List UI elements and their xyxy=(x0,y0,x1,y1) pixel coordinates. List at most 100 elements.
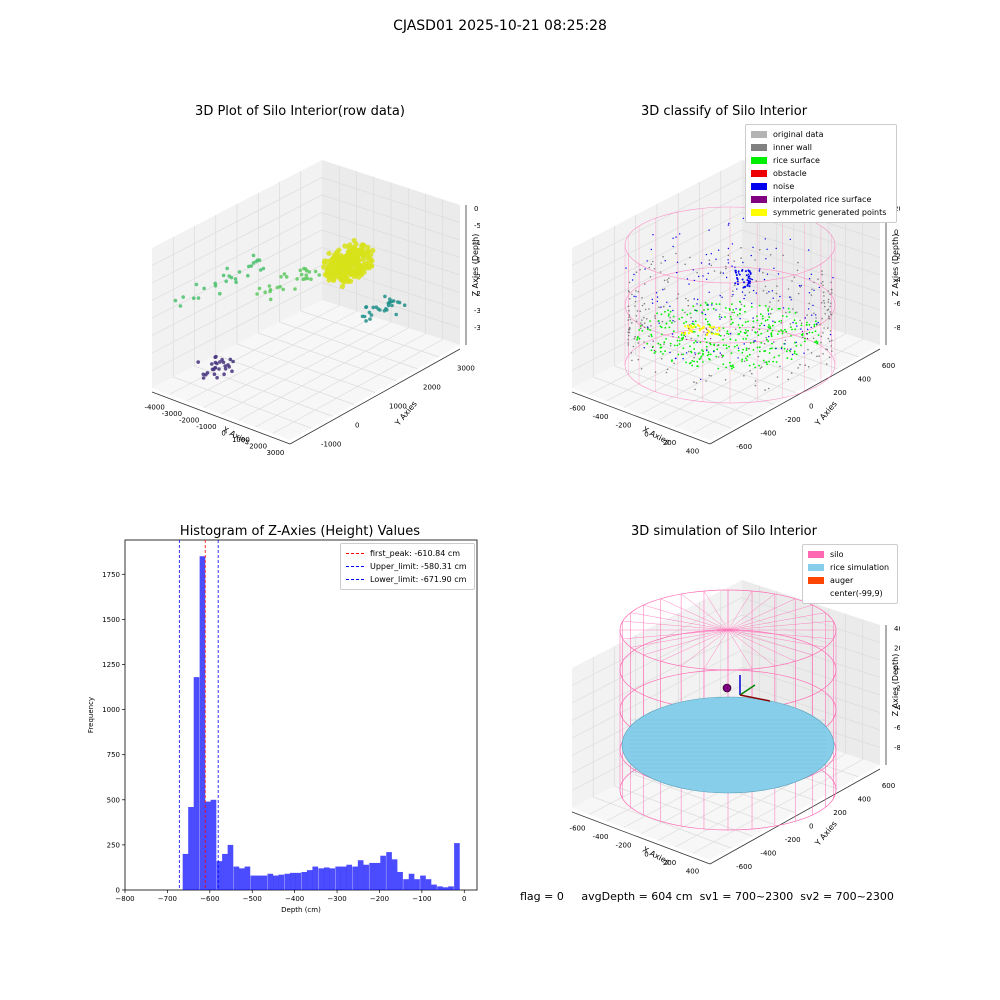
z-tick-label: -400 xyxy=(894,276,900,284)
histogram-bar xyxy=(386,852,392,890)
noise-point xyxy=(633,295,635,297)
scatter-point xyxy=(301,277,305,281)
noise-point xyxy=(736,278,739,281)
rice-surface-point xyxy=(752,349,755,351)
symmetric-point xyxy=(698,325,701,328)
noise-point xyxy=(695,309,697,312)
noise-point xyxy=(682,358,684,360)
legend-swatch xyxy=(751,131,767,138)
rice-surface-point xyxy=(722,338,724,341)
grid-line xyxy=(151,177,461,266)
scatter-point xyxy=(247,264,251,269)
legend-entry: symmetric generated points xyxy=(751,206,891,219)
rice-surface-point xyxy=(638,329,641,331)
rice-surface-point xyxy=(758,346,761,349)
histogram-bar xyxy=(188,807,194,890)
symmetric-point xyxy=(681,331,684,335)
inner-wall-point xyxy=(806,314,808,316)
scatter-point xyxy=(268,289,272,294)
scatter-point xyxy=(212,372,217,376)
histogram-bar xyxy=(239,868,245,890)
inner-wall-point xyxy=(769,301,771,303)
interpolated-point xyxy=(784,339,786,341)
noise-point xyxy=(651,298,653,301)
rice-surface-point xyxy=(811,331,814,334)
rice-surface-point xyxy=(786,357,789,359)
interpolated-point xyxy=(757,331,759,333)
inner-wall-point xyxy=(635,315,638,317)
inner-wall-point xyxy=(811,288,813,291)
panel1-title: 3D Plot of Silo Interior(row data) xyxy=(195,104,405,119)
scatter-point xyxy=(360,257,366,263)
inner-wall-point xyxy=(802,336,804,338)
noise-point xyxy=(633,273,635,276)
rice-surface-point xyxy=(739,300,741,303)
inner-wall-point xyxy=(818,355,820,357)
rice-surface-point xyxy=(716,348,719,351)
scatter-point xyxy=(370,247,376,254)
inner-wall-point xyxy=(654,315,656,317)
noise-point xyxy=(700,378,702,381)
plot-area xyxy=(124,539,478,891)
z-tick-label: 0 xyxy=(894,229,898,237)
rice-surface-point xyxy=(705,345,708,348)
rice-surface-point xyxy=(752,341,755,344)
rice-surface-point xyxy=(649,329,651,331)
rice-surface-point xyxy=(758,328,761,331)
panel2-title: 3D classify of Silo Interior xyxy=(640,104,808,119)
rice-surface-point xyxy=(795,345,798,347)
z-tick-label: 200 xyxy=(894,645,900,653)
scatter-point xyxy=(295,277,299,281)
rice-surface-point xyxy=(741,360,743,363)
rice-surface-point xyxy=(771,308,773,311)
scatter-point xyxy=(258,268,263,272)
rice-surface-point xyxy=(729,361,731,364)
rice-surface-point xyxy=(692,305,695,307)
inner-wall-point xyxy=(768,306,771,308)
inner-wall-point xyxy=(660,358,663,360)
y-tick-label: -200 xyxy=(785,416,801,424)
histogram-bar xyxy=(437,886,443,890)
scatter-point xyxy=(257,286,262,291)
inner-wall-point xyxy=(799,363,801,366)
x-tick-label: −300 xyxy=(327,895,346,903)
legend-entry: interpolated rice surface xyxy=(751,193,891,206)
silo-roof-strut xyxy=(681,629,729,667)
noise-point xyxy=(676,261,679,263)
noise-point xyxy=(635,296,637,298)
rice-surface-point xyxy=(685,320,688,323)
noise-point xyxy=(741,291,744,293)
rice-surface-point xyxy=(758,364,760,367)
inner-wall-point xyxy=(635,320,638,323)
noise-point xyxy=(780,347,783,350)
inner-wall-point xyxy=(733,284,736,286)
scatter-point xyxy=(339,283,345,290)
noise-point xyxy=(808,278,811,280)
rice-surface-point xyxy=(790,335,792,337)
rice-surface-point xyxy=(745,338,747,340)
noise-point xyxy=(829,333,832,336)
x-tick-label: −200 xyxy=(370,895,389,903)
y-tick-label: 0 xyxy=(116,887,120,895)
rice-surface-point xyxy=(730,323,732,326)
scatter-point xyxy=(347,242,353,248)
legend-swatch xyxy=(808,577,824,584)
histogram-bar xyxy=(431,884,437,890)
inner-wall-point xyxy=(708,374,711,377)
interpolated-point xyxy=(720,354,723,356)
scatter-point xyxy=(353,241,359,247)
rice-surface-point xyxy=(641,329,644,332)
rice-surface-point xyxy=(664,310,666,313)
inner-wall-point xyxy=(629,318,632,321)
rice-surface-point xyxy=(706,320,709,323)
rice-surface-point xyxy=(769,347,772,350)
rice-surface-point xyxy=(748,353,751,356)
rice-surface-point xyxy=(806,321,808,324)
histogram-bar xyxy=(363,864,369,890)
scatter-point xyxy=(353,272,359,278)
y-tick-label: 400 xyxy=(858,795,871,803)
simulation xyxy=(619,589,837,831)
grid-line xyxy=(151,229,461,319)
rice-surface-point xyxy=(754,366,756,369)
inner-wall-point xyxy=(812,337,815,340)
